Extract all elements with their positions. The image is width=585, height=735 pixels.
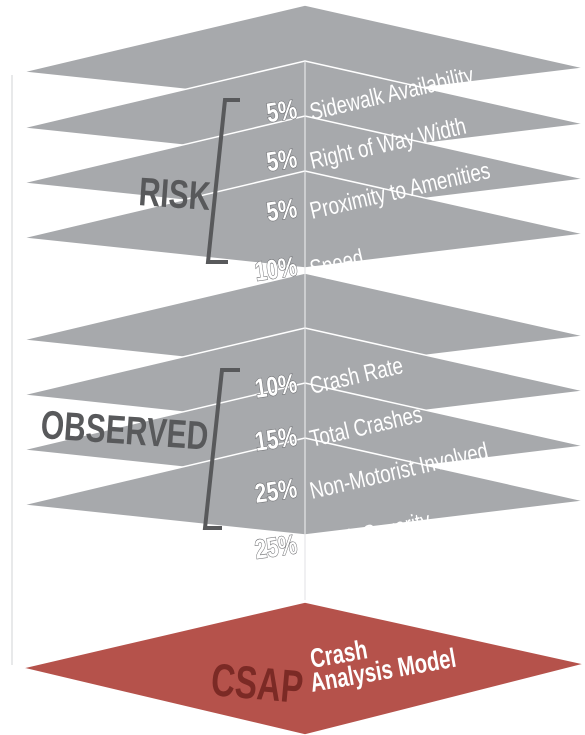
weight-percent: 25%: [253, 474, 299, 510]
weight-percent: 10%: [253, 369, 299, 405]
weight-percent: 25%: [253, 530, 299, 566]
weight-percent: 5%: [265, 95, 299, 129]
model-name: CSAP: [209, 655, 305, 713]
diagram: 5%Sidewalk Availability5%Right of Way Wi…: [0, 0, 585, 735]
group-name: RISK: [137, 170, 212, 219]
weight-percent: 5%: [265, 144, 299, 178]
layers: [22, 5, 585, 735]
weight-percent: 5%: [265, 194, 299, 228]
weight-percent: 10%: [253, 252, 299, 288]
weight-percent: 15%: [253, 422, 299, 458]
